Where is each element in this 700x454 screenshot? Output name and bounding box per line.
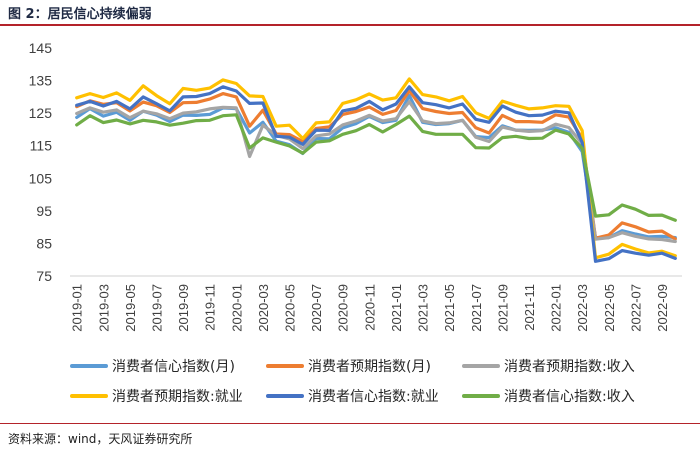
- x-tick-label: 2021-11: [522, 284, 537, 331]
- x-tick-label: 2019-01: [70, 284, 85, 332]
- y-axis: 75 85 95 105 115 125 135 145: [29, 40, 53, 284]
- x-tick-label: 2020-11: [362, 284, 377, 331]
- legend-label: 消费者预期指数:收入: [504, 359, 635, 375]
- y-tick-label: 75: [36, 268, 52, 284]
- x-tick-label: 2021-07: [469, 284, 484, 332]
- x-tick-label: 2021-01: [389, 284, 404, 332]
- top-rule: [0, 24, 700, 26]
- x-tick-label: 2020-09: [336, 284, 351, 332]
- bottom-rule: [0, 423, 700, 424]
- x-tick-label: 2020-01: [229, 284, 244, 332]
- y-tick-label: 125: [29, 105, 53, 121]
- y-tick-label: 115: [30, 138, 53, 154]
- x-tick-label: 2019-11: [203, 284, 218, 331]
- legend-label: 消费者信心指数:收入: [504, 389, 635, 405]
- x-tick-label: 2021-09: [495, 284, 510, 332]
- series-lines: [75, 77, 677, 263]
- x-tick-label: 2020-07: [309, 284, 324, 332]
- legend-label: 消费者预期指数:就业: [112, 389, 243, 405]
- x-tick-label: 2021-05: [442, 284, 457, 332]
- x-tick-label: 2019-03: [96, 284, 111, 332]
- series-line-4: [75, 77, 677, 260]
- x-tick-label: 2022-07: [628, 284, 643, 332]
- x-tick-label: 2021-03: [416, 284, 431, 332]
- y-tick-label: 135: [29, 73, 53, 89]
- x-tick-label: 2019-07: [149, 284, 164, 332]
- x-tick-label: 2022-09: [655, 284, 670, 332]
- x-tick-label: 2019-09: [176, 284, 191, 332]
- y-tick-label: 105: [29, 170, 53, 186]
- series-line-6: [75, 113, 677, 222]
- y-tick-label: 145: [29, 40, 53, 56]
- legend-label: 消费者信心指数(月): [112, 359, 235, 375]
- legend: 消费者信心指数(月) 消费者预期指数(月) 消费者预期指数:收入消费者预期指数:就业…: [70, 359, 635, 405]
- x-tick-label: 2020-03: [256, 284, 271, 332]
- x-tick-label: 2020-05: [283, 284, 298, 332]
- figure-title: 图 2：居民信心持续偏弱: [8, 7, 152, 22]
- x-tick-label: 2022-05: [602, 284, 617, 332]
- x-axis: 2019-01 2019-03 2019-05 2019-07 2019-09 2019-…: [70, 275, 682, 332]
- y-tick-label: 85: [36, 235, 52, 251]
- y-tick-label: 95: [36, 203, 52, 219]
- legend-label: 消费者预期指数(月): [308, 359, 431, 375]
- legend-label: 消费者信心指数:就业: [308, 389, 439, 405]
- x-tick-label: 2022-03: [575, 284, 590, 332]
- source-note: 资料来源：wind，天风证券研究所: [8, 432, 193, 446]
- x-tick-label: 2019-05: [123, 284, 138, 332]
- series-line-5: [75, 85, 677, 263]
- series-line-3: [75, 100, 677, 244]
- x-tick-label: 2022-01: [549, 284, 564, 332]
